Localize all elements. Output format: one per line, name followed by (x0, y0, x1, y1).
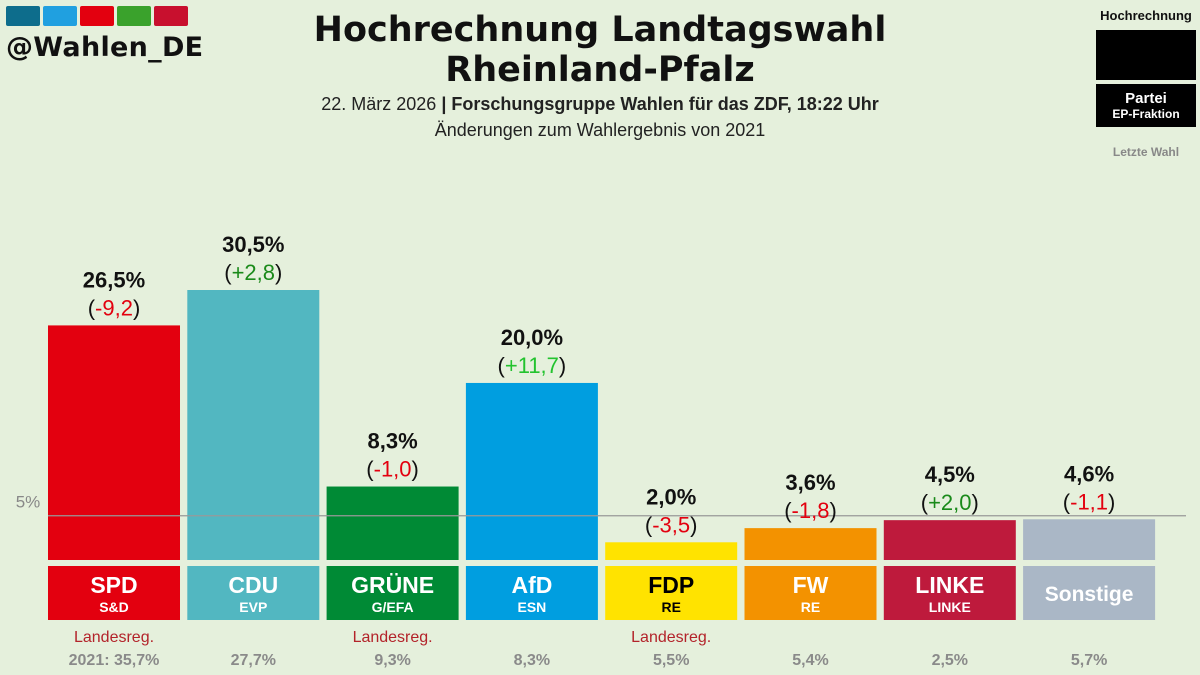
party-block-5 (744, 566, 877, 620)
page-title: Hochrechnung Landtagswahl Rheinland-Pfal… (200, 10, 1000, 90)
previous-result-1: 27,7% (231, 652, 276, 669)
change-label-2: (-1,0) (366, 457, 419, 482)
bar-6 (883, 520, 1016, 560)
party-block-0 (48, 566, 180, 620)
legend-swatch (1096, 30, 1196, 80)
party-name-3: AfD (511, 572, 552, 598)
value-label-5: 3,6% (785, 470, 835, 495)
logo-swatch-3 (80, 6, 114, 26)
subtitle-separator: | (441, 94, 447, 114)
government-label-0: Landesreg. (74, 629, 154, 646)
party-name-1: CDU (228, 572, 278, 598)
logo-swatch-5 (154, 6, 188, 26)
logo-color-bar (6, 6, 188, 26)
poll-source: Forschungsgruppe Wahlen für das ZDF, 18:… (451, 94, 879, 114)
value-label-1: 30,5% (222, 232, 284, 257)
legend-last-election: Letzte Wahl (1112, 145, 1180, 159)
party-faction-3: ESN (518, 599, 547, 615)
legend-faction: EP-Fraktion (1112, 107, 1180, 121)
subtitle: 22. März 2026 | Forschungsgruppe Wahlen … (150, 94, 1050, 115)
bar-4 (605, 542, 738, 560)
subtitle-changes: Änderungen zum Wahlergebnis von 2021 (434, 120, 766, 140)
bar-1 (187, 290, 320, 560)
party-faction-2: G/EFA (372, 599, 414, 615)
party-faction-4: RE (661, 599, 680, 615)
party-faction-1: EVP (239, 599, 267, 615)
previous-result-4: 5,5% (653, 652, 689, 669)
legend-party: Partei (1125, 90, 1167, 107)
change-label-5: (-1,8) (784, 498, 837, 523)
government-label-4: Landesreg. (631, 629, 711, 646)
party-block-3 (465, 566, 598, 620)
party-name-4: FDP (648, 572, 694, 598)
change-label-1: (+2,8) (224, 260, 282, 285)
value-label-2: 8,3% (368, 429, 418, 454)
previous-result-3: 8,3% (514, 652, 550, 669)
previous-result-6: 2,5% (932, 652, 968, 669)
party-name-7: Sonstige (1045, 583, 1134, 606)
change-label-3: (+11,7) (498, 353, 567, 378)
value-label-0: 26,5% (83, 267, 145, 292)
change-label-0: (-9,2) (88, 295, 141, 320)
poll-date: 22. März 2026 (321, 94, 437, 114)
party-block-6 (883, 566, 1016, 620)
change-label-4: (-3,5) (645, 512, 698, 537)
value-label-4: 2,0% (646, 484, 696, 509)
party-name-5: FW (793, 572, 829, 598)
account-handle: @Wahlen_DE (6, 32, 204, 63)
party-block-4 (605, 566, 738, 620)
title-line-1: Hochrechnung Landtagswahl (313, 10, 887, 50)
party-faction-5: RE (801, 599, 820, 615)
previous-result-7: 5,7% (1071, 652, 1107, 669)
party-name-0: SPD (90, 572, 137, 598)
previous-result-0: 2021: 35,7% (69, 652, 160, 669)
party-name-6: LINKE (915, 572, 984, 598)
value-label-7: 4,6% (1064, 461, 1114, 486)
party-block-1 (187, 566, 320, 620)
bar-7 (1023, 519, 1156, 560)
legend-title: Hochrechnung (1100, 8, 1192, 23)
logo-swatch-1 (6, 6, 40, 26)
legend-party-box: Partei EP-Fraktion (1096, 84, 1196, 127)
previous-result-2: 9,3% (374, 652, 410, 669)
bar-3 (465, 382, 598, 560)
threshold-label: 5% (16, 493, 41, 512)
party-name-2: GRÜNE (351, 572, 434, 598)
change-label-7: (-1,1) (1063, 489, 1116, 514)
legend: Hochrechnung Partei EP-Fraktion Letzte W… (1096, 8, 1196, 159)
party-block-2 (326, 566, 459, 620)
bar-5 (744, 528, 877, 560)
value-label-6: 4,5% (925, 462, 975, 487)
previous-result-5: 5,4% (792, 652, 828, 669)
value-label-3: 20,0% (501, 325, 563, 350)
government-label-2: Landesreg. (353, 629, 433, 646)
party-faction-6: LINKE (929, 599, 971, 615)
change-label-6: (+2,0) (921, 490, 979, 515)
bar-2 (326, 486, 459, 560)
title-line-2: Rheinland-Pfalz (445, 50, 755, 90)
party-block-7 (1023, 566, 1156, 620)
bar-0 (48, 325, 180, 560)
party-faction-0: S&D (99, 599, 129, 615)
logo-swatch-4 (117, 6, 151, 26)
logo-swatch-2 (43, 6, 77, 26)
